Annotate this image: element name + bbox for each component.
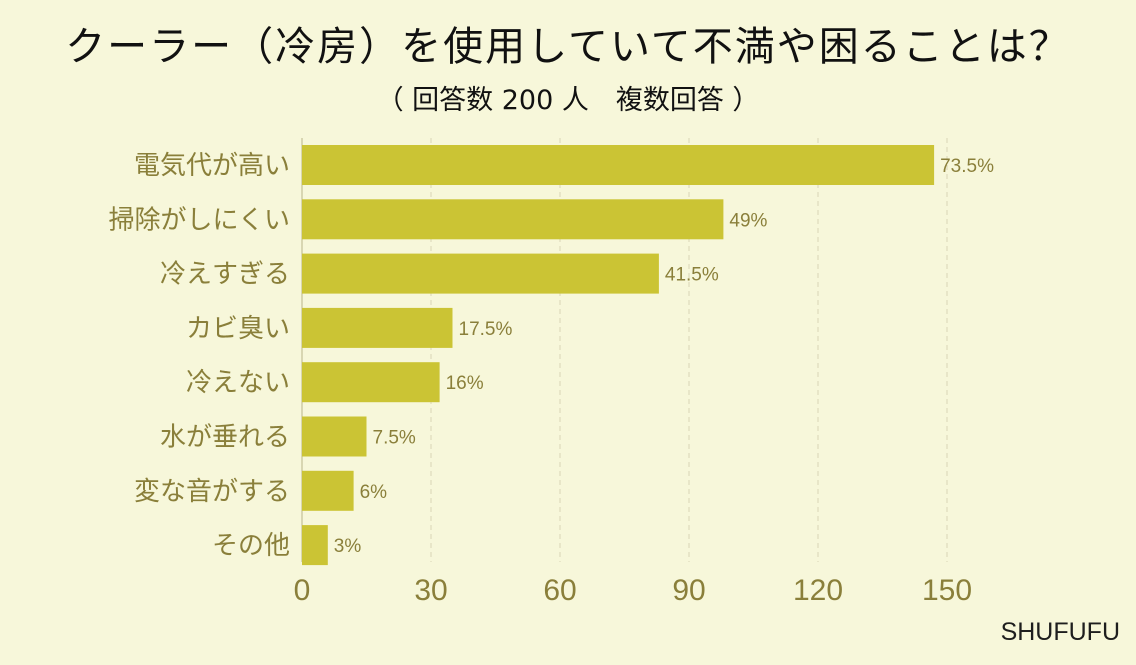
chart-title: クーラー（冷房）を使用していて不満や困ることは？ [65,24,1071,70]
bar [302,416,367,457]
bar [302,145,935,185]
bar [302,525,328,566]
category-label: カビ臭い [186,314,290,344]
bar [302,253,659,294]
x-tick-label: 150 [922,574,972,607]
category-label: 冷えない [186,368,290,398]
x-tick-label: 60 [543,574,576,607]
value-label: 41.5% [665,265,719,286]
category-label: 変な音がする [134,477,290,507]
category-label: 電気代が高い [134,151,290,181]
bar [302,199,724,240]
category-label: 水が垂れる [160,423,290,453]
category-label: 冷えすぎる [160,260,290,290]
value-label: 49% [729,210,767,231]
value-label: 7.5% [373,428,416,449]
value-label: 16% [446,373,484,394]
bar [302,362,440,403]
category-label: 掃除がしにくい [109,205,290,235]
x-tick-label: 120 [793,574,843,607]
value-label: 73.5% [940,156,994,177]
chart-subtitle: （ 回答数 200 人 複数回答 ） [376,85,760,116]
bar [302,470,354,511]
category-label: その他 [212,531,290,561]
x-tick-label: 90 [672,574,705,607]
brand-logo: SHUFUFU [1000,618,1120,646]
value-label: 6% [360,482,388,503]
value-label: 17.5% [459,319,513,340]
bar [302,307,453,348]
x-tick-label: 30 [414,574,447,607]
x-tick-label: 0 [294,574,311,607]
value-label: 3% [334,536,362,557]
